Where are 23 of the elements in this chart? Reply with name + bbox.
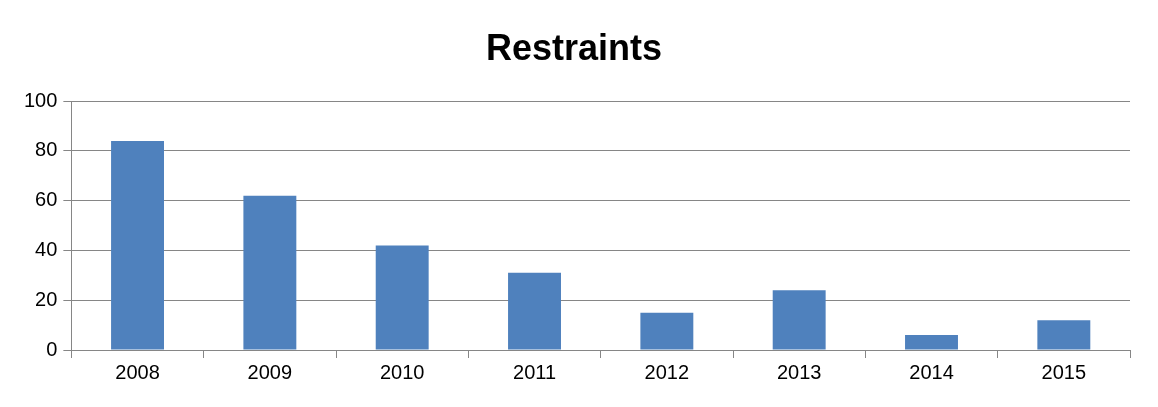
y-tick-label: 20 [35, 287, 58, 310]
bar [111, 141, 164, 350]
bar [508, 272, 561, 350]
x-tick-label: 2009 [247, 360, 293, 383]
x-tick-label: 2010 [379, 360, 425, 383]
bar [905, 335, 958, 350]
x-tick-label: 2012 [644, 360, 690, 383]
x-tick-label: 2013 [776, 360, 822, 383]
bar [1037, 320, 1091, 350]
bar [772, 290, 826, 350]
x-tick-label: 2011 [513, 360, 557, 383]
y-tick-label: 40 [35, 238, 58, 260]
chart-title: Restraints [485, 26, 663, 68]
bar [640, 312, 694, 350]
y-tick-label: 0 [46, 337, 58, 360]
y-tick-label: 80 [35, 138, 58, 161]
y-tick-label: 60 [35, 188, 58, 211]
x-tick-label: 2015 [1041, 360, 1087, 383]
x-tick-label: 2008 [115, 360, 160, 383]
x-tick-label: 2014 [909, 360, 954, 383]
bar [243, 195, 297, 350]
bar [375, 245, 429, 350]
y-tick-label: 100 [23, 88, 58, 111]
